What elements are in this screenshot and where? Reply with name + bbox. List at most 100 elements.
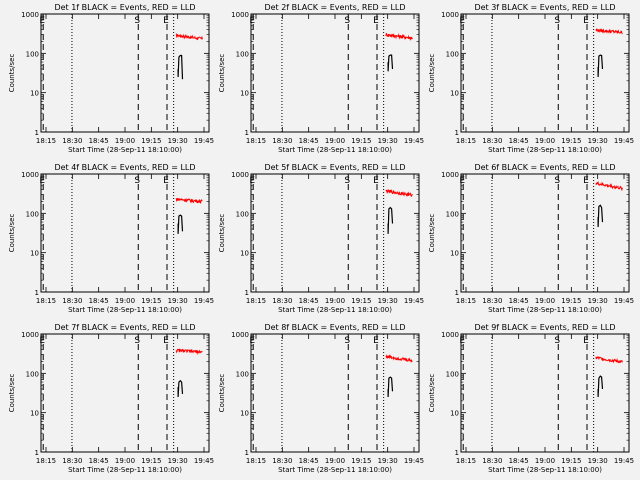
plot-frame bbox=[250, 333, 420, 453]
y-tick-label: 1 bbox=[35, 129, 39, 137]
y-axis-label: Counts/sec bbox=[428, 54, 436, 93]
marker-label: E bbox=[39, 336, 45, 346]
x-tick-label: 18:30 bbox=[272, 137, 292, 145]
plot-title: Det 8f BLACK = Events, RED = LLD bbox=[264, 323, 405, 332]
marker-label: E bbox=[163, 176, 169, 186]
marker-label: E bbox=[459, 336, 465, 346]
marker-label: E bbox=[39, 176, 45, 186]
y-tick-label: 10 bbox=[30, 90, 39, 98]
x-tick-label: 18:45 bbox=[89, 297, 109, 305]
events-series bbox=[177, 379, 184, 398]
x-tick-label: 18:45 bbox=[89, 137, 109, 145]
y-axis-label: Counts/sec bbox=[8, 374, 16, 413]
y-axis-label: Counts/sec bbox=[218, 214, 226, 253]
x-axis-label: Start Time (28-Sep-11 18:10:00) bbox=[278, 306, 392, 314]
marker-label: S bbox=[554, 16, 560, 26]
marker-label: E bbox=[459, 16, 465, 26]
x-tick-label: 19:30 bbox=[378, 137, 398, 145]
x-tick-label: 19:45 bbox=[404, 457, 424, 465]
x-tick-label: 18:15 bbox=[246, 137, 266, 145]
y-axis-label: Counts/sec bbox=[218, 54, 226, 93]
marker-label: E bbox=[373, 176, 379, 186]
x-tick-label: 19:45 bbox=[614, 297, 634, 305]
events-series bbox=[177, 54, 184, 80]
y-tick-label: 1000 bbox=[21, 171, 39, 179]
y-tick-label: 1000 bbox=[441, 11, 459, 19]
x-tick-label: 18:30 bbox=[62, 457, 82, 465]
y-tick-label: 1000 bbox=[21, 331, 39, 339]
x-tick-label: 18:45 bbox=[299, 297, 319, 305]
x-tick-label: 19:15 bbox=[141, 457, 161, 465]
y-tick-label: 100 bbox=[236, 50, 249, 58]
y-tick-label: 1 bbox=[245, 289, 249, 297]
events-series bbox=[387, 54, 394, 72]
lld-series bbox=[385, 32, 413, 42]
y-tick-label: 1000 bbox=[21, 11, 39, 19]
y-tick-label: 1 bbox=[35, 449, 39, 457]
x-tick-label: 19:45 bbox=[614, 457, 634, 465]
x-tick-label: 18:30 bbox=[482, 297, 502, 305]
x-tick-label: 19:45 bbox=[194, 297, 214, 305]
marker-label: E bbox=[249, 336, 255, 346]
x-tick-label: 19:15 bbox=[561, 137, 581, 145]
x-axis-label: Start Time (28-Sep-11 18:10:00) bbox=[488, 466, 602, 474]
events-series bbox=[597, 54, 604, 78]
plot-title: Det 7f BLACK = Events, RED = LLD bbox=[54, 323, 195, 332]
events-series bbox=[387, 206, 394, 234]
panel-6: Det 6f BLACK = Events, RED = LLD 1 10 100 10… bbox=[428, 163, 634, 314]
y-tick-label: 10 bbox=[240, 410, 249, 418]
plot-frame bbox=[40, 173, 210, 293]
plot-frame bbox=[40, 13, 210, 133]
marker-label: E bbox=[373, 16, 379, 26]
x-tick-label: 19:30 bbox=[378, 297, 398, 305]
x-tick-label: 19:45 bbox=[194, 137, 214, 145]
plot-title: Det 2f BLACK = Events, RED = LLD bbox=[264, 3, 405, 12]
x-tick-label: 19:00 bbox=[115, 137, 135, 145]
panel-5: Det 5f BLACK = Events, RED = LLD 1 10 100 10… bbox=[218, 163, 424, 314]
x-tick-label: 18:15 bbox=[36, 297, 56, 305]
y-tick-label: 1 bbox=[245, 449, 249, 457]
x-tick-label: 19:30 bbox=[168, 457, 188, 465]
x-tick-label: 19:30 bbox=[588, 137, 608, 145]
x-tick-label: 19:30 bbox=[378, 457, 398, 465]
x-tick-label: 19:15 bbox=[561, 297, 581, 305]
x-tick-label: 19:00 bbox=[115, 297, 135, 305]
x-tick-label: 19:15 bbox=[351, 297, 371, 305]
x-tick-label: 19:15 bbox=[141, 137, 161, 145]
marker-label: S bbox=[134, 336, 140, 346]
y-tick-label: 10 bbox=[30, 250, 39, 258]
y-axis-label: Counts/sec bbox=[218, 374, 226, 413]
y-tick-label: 10 bbox=[450, 410, 459, 418]
y-tick-label: 10 bbox=[450, 250, 459, 258]
marker-label: E bbox=[583, 176, 589, 186]
x-axis-label: Start Time (28-Sep-11 18:10:00) bbox=[278, 146, 392, 154]
x-tick-label: 19:30 bbox=[588, 297, 608, 305]
x-axis-label: Start Time (28-Sep-11 18:10:00) bbox=[488, 306, 602, 314]
x-tick-label: 19:45 bbox=[404, 297, 424, 305]
x-tick-label: 19:15 bbox=[141, 297, 161, 305]
y-tick-label: 1 bbox=[455, 449, 459, 457]
x-tick-label: 19:15 bbox=[351, 137, 371, 145]
x-tick-label: 19:15 bbox=[561, 457, 581, 465]
x-tick-label: 18:15 bbox=[456, 297, 476, 305]
x-tick-label: 19:00 bbox=[115, 457, 135, 465]
x-tick-label: 18:30 bbox=[482, 137, 502, 145]
x-tick-label: 19:00 bbox=[325, 137, 345, 145]
lld-series bbox=[595, 355, 623, 364]
panel-4: Det 4f BLACK = Events, RED = LLD 1 10 100 10… bbox=[8, 163, 214, 314]
x-tick-label: 19:45 bbox=[404, 137, 424, 145]
y-axis-label: Counts/sec bbox=[428, 374, 436, 413]
x-tick-label: 18:15 bbox=[456, 457, 476, 465]
marker-label: E bbox=[583, 336, 589, 346]
x-tick-label: 18:30 bbox=[272, 457, 292, 465]
plot-frame bbox=[460, 173, 630, 293]
lld-series bbox=[175, 197, 203, 205]
panel-1: Det 1f BLACK = Events, RED = LLD 1 10 100 10… bbox=[8, 3, 214, 154]
panel-7: Det 7f BLACK = Events, RED = LLD 1 10 100 10… bbox=[8, 323, 214, 474]
x-axis-label: Start Time (28-Sep-11 18:10:00) bbox=[68, 146, 182, 154]
x-tick-label: 18:30 bbox=[62, 137, 82, 145]
y-tick-label: 100 bbox=[236, 210, 249, 218]
y-tick-label: 1000 bbox=[231, 331, 249, 339]
plot-title: Det 3f BLACK = Events, RED = LLD bbox=[474, 3, 615, 12]
